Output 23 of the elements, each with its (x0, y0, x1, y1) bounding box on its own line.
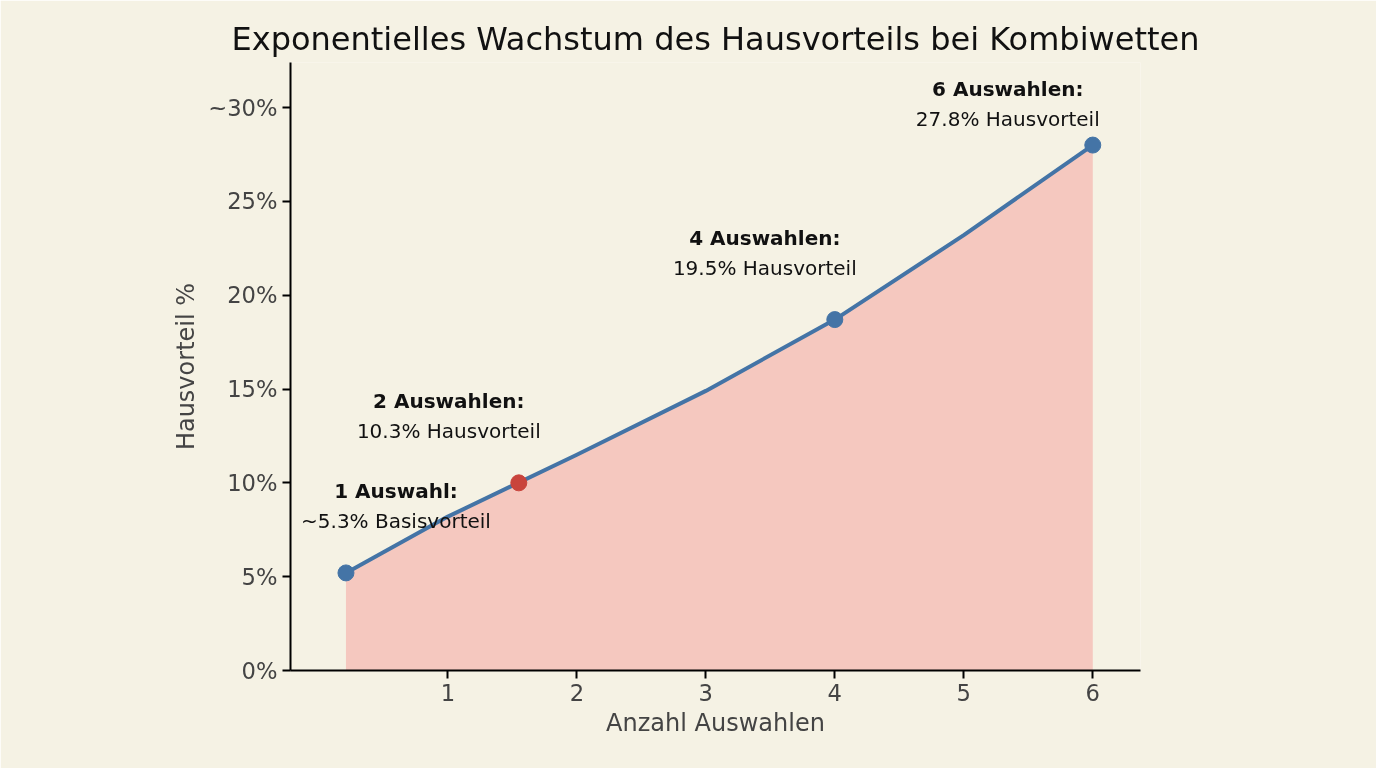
chart-title: Exponentielles Wachstum des Hausvorteils bei Kombiwetten (231, 19, 1200, 58)
annotation: 6 Auswahlen: 27.8% Hausvorteil (915, 77, 1100, 132)
y-axis-title: Hausvorteil % (172, 282, 201, 451)
y-tick-label: 15% (227, 376, 278, 403)
y-tick-label: 5% (241, 563, 278, 590)
x-tick-label: 1 (440, 679, 456, 706)
y-tick-label: 25% (227, 188, 278, 215)
point (826, 311, 844, 329)
point (1084, 136, 1102, 154)
x-axis-title: Anzahl Auswahlen (606, 708, 825, 737)
y-tick-label: 0% (241, 657, 278, 684)
x-tick-label: 5 (956, 679, 972, 706)
y-tick-label: 20% (227, 282, 278, 309)
x-tick-label: 6 (1085, 679, 1100, 706)
annotation: 2 Auswahlen: 10.3% Hausvorteil (356, 388, 541, 443)
point (510, 474, 528, 492)
y-tick-label: ~30% (208, 94, 278, 121)
annotation: 4 Auswahlen: 19.5% Hausvorteil (672, 225, 857, 280)
x-tick-label: 3 (698, 679, 714, 706)
x-tick-label: 2 (569, 679, 585, 706)
y-tick-label: 10% (227, 469, 278, 496)
point (337, 564, 355, 582)
x-tick-label: 4 (827, 679, 843, 706)
